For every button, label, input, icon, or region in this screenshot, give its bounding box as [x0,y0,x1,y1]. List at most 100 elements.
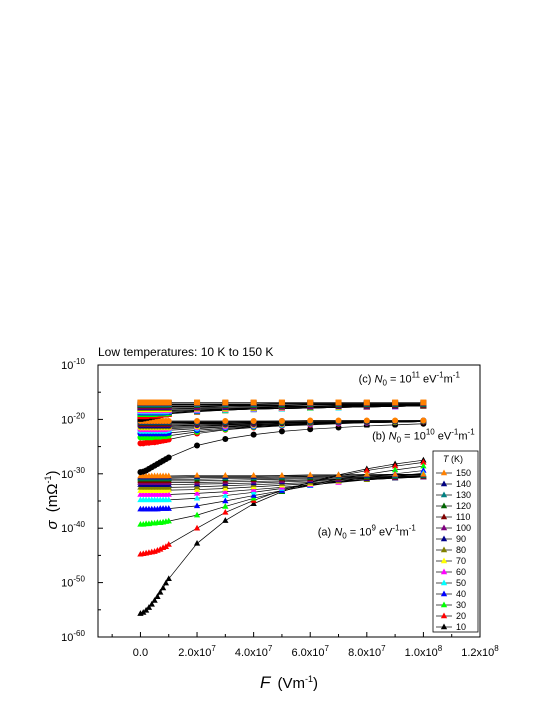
y-tick-label-exp: -10 [73,357,85,366]
annotation-symbol: N [389,431,397,443]
data-point [363,417,370,424]
annotation-equals: = 10 [387,373,412,385]
x-tick-label: 1.2x108 [461,644,499,659]
annotation-label-1: (a) N0 = 109 eV-1m-1 [318,523,417,540]
legend-marker [440,491,448,498]
annotation-label-2: (b) N0 = 1010 eV-1m-1 [372,428,475,445]
y-tick-label-exp: -60 [73,629,85,638]
annotation-unit-ev: eV [420,373,437,385]
data-point [151,597,158,603]
legend-title: T (K) [443,454,463,464]
y-tick-label-exp: -20 [73,411,85,420]
y-tick-label-base: 10 [61,632,73,644]
data-point [392,399,399,406]
data-point [165,454,172,461]
y-tick-label: 10-20 [61,411,85,426]
data-point [222,497,229,504]
data-point [222,418,229,425]
data-point [222,399,229,406]
x-tick-label: 8.0x107 [348,644,386,659]
data-point [157,545,164,552]
annotation-label-3: (c) N0 = 1011 eV-1m-1 [359,370,461,387]
x-tick-label-mantissa: 1.0x10 [405,647,438,659]
data-point [335,417,342,424]
data-point [420,470,427,477]
legend-label: 80 [456,545,466,555]
data-point [193,539,201,546]
annotation-prefix: (c) [359,373,375,385]
x-tick-label: 0.0 [133,647,148,659]
legend-label: 10 [456,622,466,632]
data-point [335,471,342,478]
y-axis-label-unit: (mΩ [44,484,61,513]
y-tick-label-base: 10 [61,414,73,426]
y-tick-label-base: 10 [61,469,73,481]
legend-marker [440,480,448,487]
y-axis-label-symbol: σ [44,519,61,529]
annotation-unit-exp: -1 [437,370,445,379]
legend-marker [440,601,448,608]
x-tick-label-mantissa: 6.0x10 [291,647,324,659]
annotation-background [286,523,452,541]
legend-marker [440,590,448,597]
data-point [193,471,201,478]
data-point [222,488,229,495]
data-point [140,609,147,615]
data-point [307,399,314,406]
x-axis-label-exp: -1 [305,674,313,684]
data-point [222,471,229,478]
annotation-background [329,370,495,388]
x-tick-label-exp: 8 [494,644,499,653]
annotation-layer: (a) N0 = 109 eV-1m-1(b) N0 = 1010 eV-1m-… [286,370,509,541]
y-axis-label-close: ) [44,471,61,476]
x-tick-label-mantissa: 2.0x10 [178,647,211,659]
data-point [165,575,172,582]
data-point [162,579,170,586]
legend-label: 150 [456,468,471,478]
data-point [222,517,229,523]
annotation-unit-exp: -1 [451,428,459,437]
data-point [391,462,399,469]
data-point [335,399,342,406]
data-point [193,511,201,518]
y-tick-label-base: 10 [61,523,73,535]
annotation-subscript: 0 [382,378,387,387]
annotation-subscript: 0 [397,436,402,445]
data-point [154,593,161,599]
legend-label: 110 [456,512,470,522]
legend-label: 40 [456,589,466,599]
legend-box [432,450,479,633]
y-tick-label-base: 10 [61,360,73,372]
legend-title-unit: (K) [449,454,464,464]
annotation-unit-m: m [444,373,453,385]
legend-marker [440,546,448,553]
data-point [165,517,172,524]
series-layer [137,399,427,616]
data-point [145,604,153,610]
x-axis-label-symbol: F [260,673,272,692]
x-tick-label-mantissa: 0.0 [133,647,148,659]
legend-marker [440,535,448,542]
y-tick-label: 10-50 [61,575,85,590]
annotation-equals: = 10 [401,431,426,443]
data-point [250,431,257,438]
legend-title-symbol: T [443,454,450,464]
data-point [391,466,399,473]
annotation-exponent: 10 [426,428,435,437]
legend-marker [440,502,448,509]
legend-marker [440,612,448,619]
legend-label: 20 [456,611,466,621]
y-tick-label: 10-60 [61,629,85,644]
legend-marker [440,579,448,586]
annotation-unit-ev: eV [376,526,393,538]
annotation-prefix: (a) [318,526,335,538]
data-point [222,502,229,509]
data-point [278,428,285,435]
annotation-exponent: 11 [412,370,421,379]
data-point [165,418,172,425]
annotation-symbol: N [334,526,342,538]
chart-title: Low temperatures: 10 K to 150 K [98,345,273,359]
data-point [363,467,370,473]
data-point [165,496,172,503]
